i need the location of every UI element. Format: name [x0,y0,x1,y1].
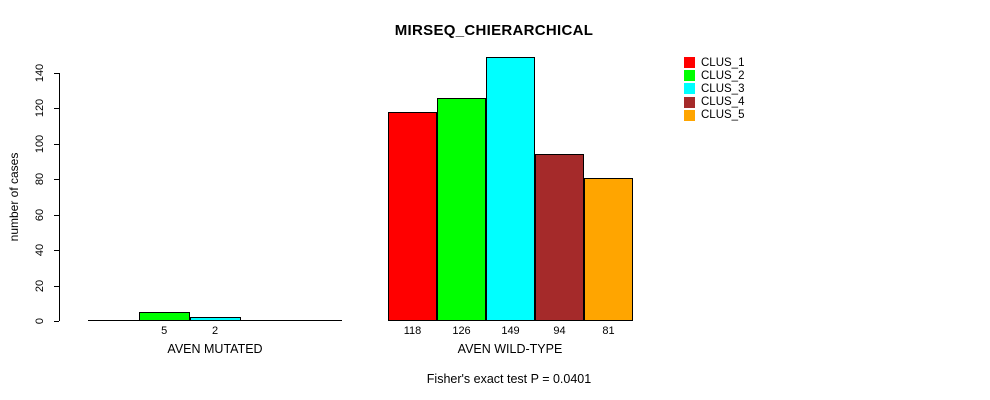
bar-clus_3-group-1 [486,57,535,321]
y-tick-mark [54,321,59,322]
bar-value-label-clus_4-group-1: 94 [553,325,566,337]
legend-item-clus_1: CLUS_1 [684,56,744,69]
bar-value-label-clus_3-group-1: 149 [501,325,520,337]
bar-clus_5-group-1 [584,178,633,321]
legend-swatch-clus_5 [684,109,695,121]
y-tick-mark [54,179,59,180]
bar-value-label-clus_2-group-0: 5 [161,325,168,337]
y-axis-title: number of cases [7,152,21,242]
y-tick-mark [54,144,59,145]
legend-swatch-clus_4 [684,96,695,108]
legend-label-clus_4: CLUS_4 [701,96,745,109]
legend-item-clus_4: CLUS_4 [684,96,744,109]
bar-clus_3-group-0 [190,317,241,321]
bar-clus_2-group-0 [139,312,190,321]
x-group-label-aven-wild-type: AVEN WILD-TYPE [457,342,563,356]
y-tick-label: 140 [34,63,46,83]
annotation-fishers-exact-test: Fisher's exact test P = 0.0401 [426,372,592,386]
y-tick-label: 100 [34,134,46,154]
legend-swatch-clus_3 [684,83,695,95]
legend-label-clus_1: CLUS_1 [701,56,745,69]
legend-label-clus_3: CLUS_3 [701,82,745,95]
y-tick-label: 120 [34,98,46,118]
bar-value-label-clus_2-group-1: 126 [452,325,471,337]
y-tick-mark [54,286,59,287]
y-tick-label: 80 [34,172,46,186]
y-tick-label: 20 [34,279,46,293]
y-tick-mark [54,250,59,251]
bar-value-label-clus_3-group-0: 2 [211,325,219,337]
legend-swatch-clus_1 [684,57,695,68]
bar-clus_2-group-1 [437,98,486,321]
y-axis-line [59,73,60,321]
y-tick-label: 0 [34,317,46,325]
y-tick-mark [54,215,59,216]
y-tick-label: 40 [34,243,46,257]
legend-label-clus_2: CLUS_2 [701,69,745,82]
bar-clus_1-group-1 [388,112,437,321]
legend-swatch-clus_2 [684,70,695,82]
y-tick-mark [54,108,59,109]
legend-item-clus_3: CLUS_3 [684,82,744,95]
y-tick-mark [54,73,59,74]
legend-label-clus_5: CLUS_5 [701,109,745,122]
bar-value-label-clus_5-group-1: 81 [602,325,615,337]
bar-value-label-clus_1-group-1: 118 [403,325,422,337]
x-group-label-aven-mutated: AVEN MUTATED [167,342,263,356]
legend-item-clus_2: CLUS_2 [684,69,744,82]
legend-item-clus_5: CLUS_5 [684,109,744,122]
bar-clus_4-group-1 [535,154,584,321]
y-tick-label: 60 [34,208,46,222]
chart-title: MIRSEQ_CHIERARCHICAL [394,22,594,39]
